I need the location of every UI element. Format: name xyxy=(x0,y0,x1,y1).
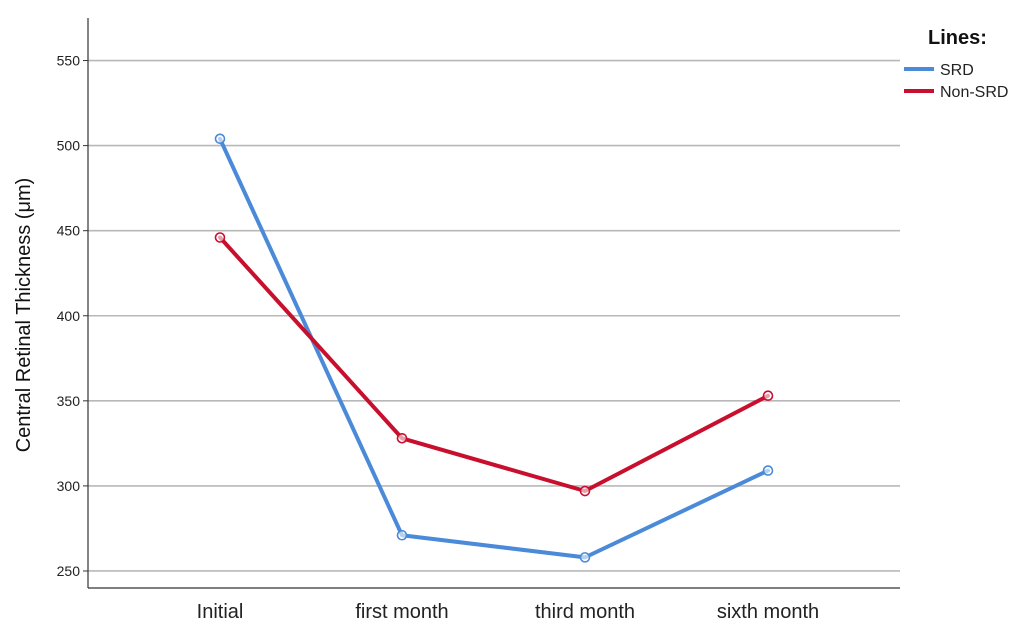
data-point xyxy=(396,529,408,541)
data-point xyxy=(214,133,226,145)
data-point xyxy=(579,485,591,497)
x-tick-label: third month xyxy=(535,601,635,621)
data-point xyxy=(579,552,591,563)
axes: 250 300 350 400 450 500 550 Initial first month t… xyxy=(57,18,900,621)
data-point xyxy=(214,232,226,243)
y-tick-label: 550 xyxy=(57,53,81,69)
y-tick-label: 350 xyxy=(57,393,81,409)
series-lines xyxy=(214,133,774,563)
data-point xyxy=(396,432,408,444)
y-tick-label: 400 xyxy=(57,308,81,324)
series-line-non-srd xyxy=(218,235,770,494)
series-line-srd xyxy=(218,136,770,560)
x-tick-label: sixth month xyxy=(717,601,819,621)
y-tick-label: 300 xyxy=(57,478,81,494)
y-tick-label: 450 xyxy=(57,223,81,239)
data-point xyxy=(762,465,774,476)
x-tick-label: Initial xyxy=(197,601,244,621)
legend: Lines: SRD Non-SRD xyxy=(904,27,1008,101)
legend-title: Lines: xyxy=(928,27,987,49)
y-axis-title: Central Retinal Thickness (μm) xyxy=(13,178,35,453)
x-tick-label: first month xyxy=(355,601,448,621)
data-point xyxy=(762,390,774,402)
legend-entry: Non-SRD xyxy=(940,84,1008,101)
gridlines xyxy=(88,59,900,572)
legend-entry: SRD xyxy=(940,62,974,79)
y-tick-label: 500 xyxy=(57,138,81,154)
y-tick-label: 250 xyxy=(57,563,81,579)
